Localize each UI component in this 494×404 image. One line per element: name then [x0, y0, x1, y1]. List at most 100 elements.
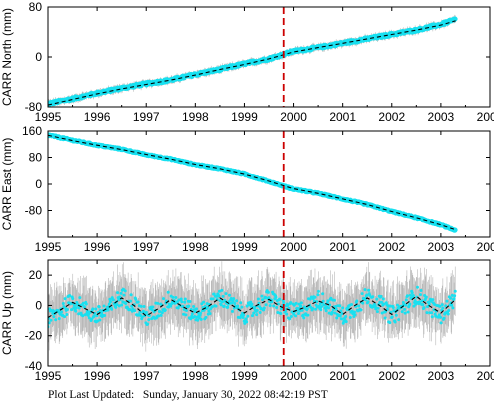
data-point	[193, 315, 197, 319]
data-point	[334, 305, 338, 309]
data-point	[373, 303, 377, 307]
data-point	[334, 307, 338, 311]
data-point	[129, 299, 133, 303]
x-tick-label: 2001	[329, 110, 356, 124]
data-point	[256, 297, 260, 301]
x-tick-label: 2000	[280, 369, 307, 383]
data-point	[311, 306, 315, 310]
data-point	[355, 299, 359, 303]
data-point	[91, 307, 95, 311]
data-point	[416, 285, 420, 289]
data-point	[92, 314, 96, 318]
data-point	[449, 296, 453, 300]
x-tick-label: 1997	[133, 240, 160, 254]
data-point	[298, 309, 302, 313]
data-point	[397, 318, 401, 322]
x-tick-label: 2000	[280, 240, 307, 254]
data-point	[380, 300, 384, 304]
data-point	[360, 292, 364, 296]
data-point	[128, 308, 132, 312]
data-point	[106, 308, 110, 312]
data-point	[210, 305, 214, 309]
data-point	[427, 300, 431, 304]
y-tick-label: 80	[29, 151, 43, 165]
data-point	[141, 309, 145, 313]
data-point	[48, 321, 51, 325]
data-point	[403, 311, 407, 315]
data-point	[219, 303, 223, 307]
data-point	[300, 308, 304, 312]
data-point	[445, 299, 449, 303]
data-point	[68, 294, 72, 298]
data-point	[438, 304, 442, 308]
data-point	[83, 305, 87, 309]
data-point	[208, 312, 212, 316]
data-point	[183, 297, 187, 301]
data-point	[116, 291, 120, 295]
data-point	[110, 307, 114, 311]
data-point	[87, 316, 91, 320]
data-point	[296, 312, 300, 316]
data-point	[450, 293, 454, 297]
data-point	[433, 303, 437, 307]
model-line	[48, 134, 456, 231]
data-point	[107, 302, 111, 306]
data-point	[96, 319, 100, 323]
data-point	[255, 313, 259, 317]
data-point	[136, 300, 140, 304]
data-point	[114, 305, 118, 309]
data-point	[421, 303, 425, 307]
data-point	[344, 320, 348, 324]
data-point	[103, 314, 107, 318]
panel-north: 1995 1996 1997 1998 1999 2000 2001 2002 2003 2004…	[0, 0, 494, 124]
data-point	[245, 304, 249, 308]
data-point	[63, 297, 67, 301]
data-point	[266, 290, 270, 294]
data-point	[327, 311, 331, 315]
data-point	[350, 302, 354, 306]
y-tick-label: 20	[29, 268, 43, 282]
data-point	[179, 297, 183, 301]
x-tick-label: 2004	[477, 240, 494, 254]
x-tick-label: 1998	[182, 240, 209, 254]
data-point	[257, 301, 261, 305]
data-point	[258, 311, 262, 315]
x-tick-label: 2003	[428, 369, 455, 383]
y-tick-label: 160	[22, 124, 42, 138]
data-point	[348, 315, 352, 319]
data-point	[70, 308, 74, 312]
y-tick-label: 0	[35, 298, 42, 312]
data-point	[322, 303, 326, 307]
data-point	[453, 289, 457, 293]
x-tick-label: 2002	[378, 110, 405, 124]
data-point	[61, 301, 65, 305]
data-point	[275, 305, 279, 309]
data-point	[410, 291, 414, 295]
data-point	[282, 300, 286, 304]
data-point	[159, 313, 163, 317]
data-point	[162, 297, 166, 301]
data-point	[226, 305, 230, 309]
data-point	[98, 318, 102, 322]
data-point	[335, 316, 339, 320]
data-point	[264, 303, 268, 307]
data-point	[262, 306, 266, 310]
data-point	[267, 296, 271, 300]
footer: Plot Last Updated: Sunday, January 30, 2…	[48, 389, 328, 401]
data-point	[366, 300, 370, 304]
data-point	[184, 308, 188, 312]
data-point	[371, 295, 375, 299]
y-tick-label: -80	[25, 204, 43, 218]
x-tick-label: 1996	[84, 240, 111, 254]
data-point	[276, 310, 280, 314]
y-tick-label: -40	[25, 359, 43, 373]
data-point	[102, 304, 106, 308]
data-point	[450, 303, 454, 307]
data-point	[214, 304, 218, 308]
data-point	[394, 313, 398, 317]
data-point	[139, 304, 143, 308]
data-point	[156, 301, 160, 305]
data-point	[245, 320, 249, 324]
data-point	[160, 311, 164, 315]
data-point	[166, 290, 170, 294]
